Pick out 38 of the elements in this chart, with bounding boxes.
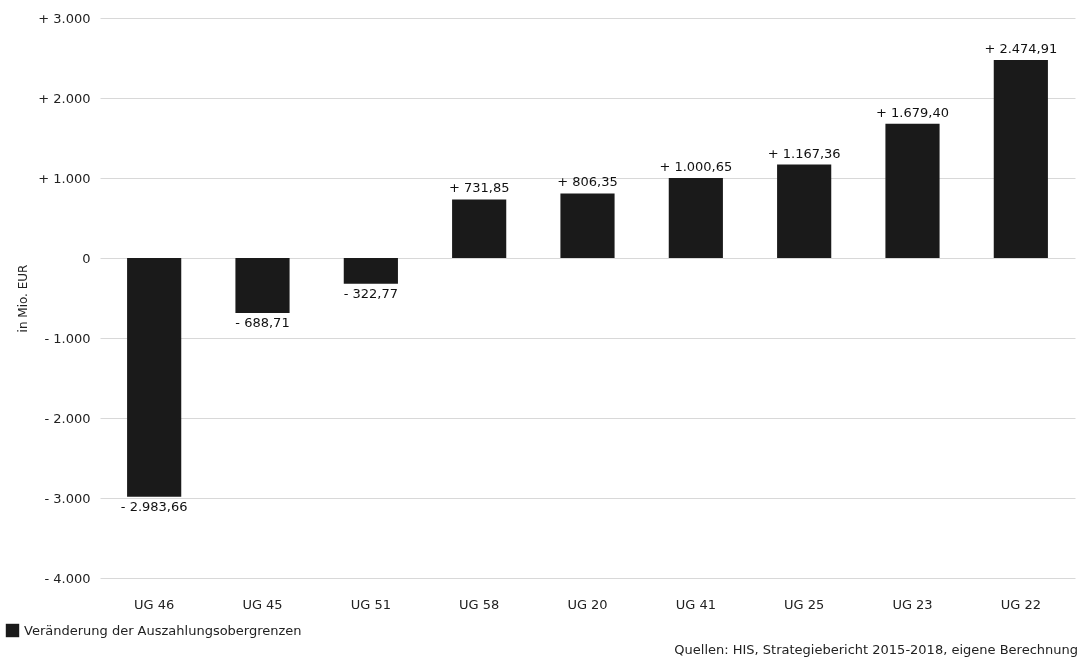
data-label: + 1.167,36: [767, 145, 841, 161]
bar: [560, 193, 615, 258]
x-tick-label: UG 58: [459, 596, 500, 612]
x-tick-label: UG 22: [1000, 596, 1041, 612]
bar: [235, 258, 290, 314]
y-axis-title: in Mio. EUR: [16, 264, 31, 333]
y-tick-label: + 2.000: [38, 90, 91, 106]
bar: [993, 60, 1048, 258]
x-tick-label: UG 51: [350, 596, 391, 612]
data-label: + 1.679,40: [876, 104, 949, 120]
y-tick-label: + 3.000: [38, 10, 91, 26]
bar: [343, 258, 398, 284]
x-tick-label: UG 25: [784, 596, 825, 612]
x-tick-label: UG 45: [242, 596, 283, 612]
y-tick-label: - 2.000: [44, 410, 91, 426]
bar: [452, 199, 507, 258]
y-tick-label: 0: [82, 250, 91, 266]
x-tick-label: UG 41: [675, 596, 716, 612]
x-tick-label: UG 23: [892, 596, 933, 612]
data-label: + 2.474,91: [984, 41, 1058, 57]
data-label: + 1.000,65: [659, 158, 733, 174]
data-label: - 2.983,66: [120, 498, 188, 514]
legend-label: Veränderung der Auszahlungsobergrenzen: [24, 622, 302, 638]
data-label: - 688,71: [235, 315, 290, 331]
bar: [127, 258, 182, 497]
source-note: Quellen: HIS, Strategiebericht 2015-2018, eigene Berechnung: [674, 642, 1078, 657]
y-tick-label: - 1.000: [44, 330, 91, 346]
x-tick-label: UG 46: [134, 596, 175, 612]
data-label: + 806,35: [557, 174, 618, 190]
y-tick-label: - 3.000: [44, 490, 91, 506]
data-label: + 731,85: [448, 180, 510, 196]
data-label: - 322,77: [343, 285, 398, 301]
bar: [777, 164, 832, 258]
bar: [668, 177, 723, 258]
bar: [885, 123, 940, 258]
x-tick-label: UG 20: [567, 596, 608, 612]
y-tick-label: + 1.000: [38, 170, 91, 186]
y-tick-label: - 4.000: [44, 570, 91, 586]
